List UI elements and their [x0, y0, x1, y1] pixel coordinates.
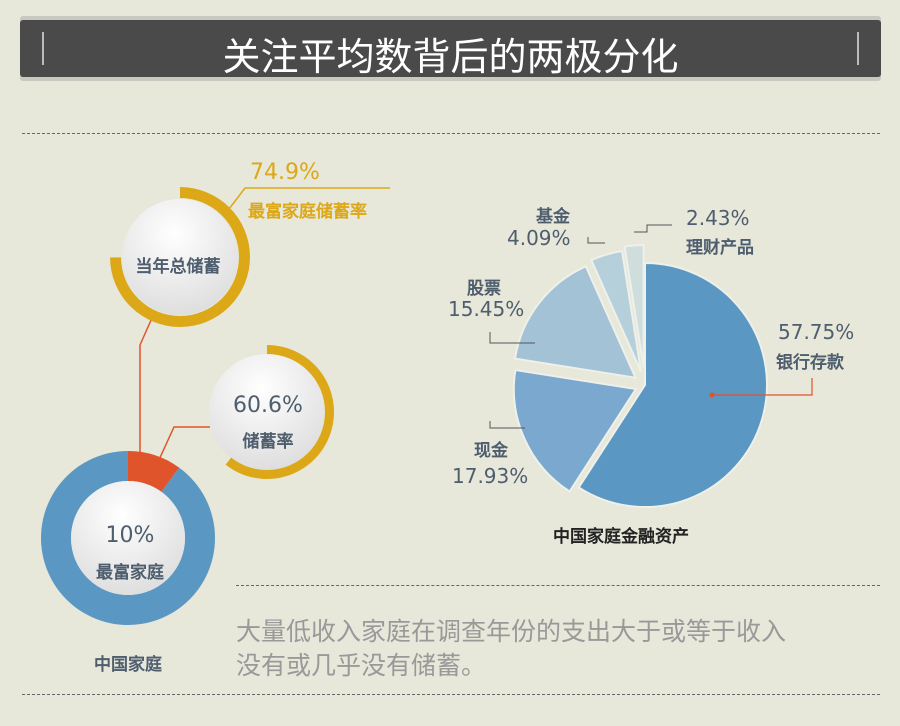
slice-label-name: 理财产品: [686, 238, 754, 258]
title-bar-decoration: [857, 32, 859, 65]
donut1-center-label: 当年总储蓄: [135, 257, 221, 277]
slice-label-value: 15.45%: [448, 297, 525, 321]
donut2-center: [209, 354, 325, 470]
title-bar-decoration: [42, 32, 44, 65]
slice-label-value: 4.09%: [507, 226, 571, 250]
slice-label-value: 57.75%: [778, 320, 855, 344]
slice-label-value: 17.93%: [452, 464, 529, 488]
donut3-segment: [41, 451, 216, 625]
title-bar: 关注平均数背后的两极分化: [20, 20, 881, 79]
leader-line: [489, 421, 525, 429]
leader-dot: [709, 392, 715, 398]
pie-title: 中国家庭金融资产: [553, 527, 689, 547]
donut2-center-label: 储蓄率: [242, 432, 294, 452]
leader-line: [587, 237, 605, 244]
slice-label-value: 2.43%: [686, 206, 750, 230]
donut1-annotation: 最富家庭储蓄率: [248, 202, 367, 222]
slice-label-name: 现金: [474, 441, 508, 461]
connector-line: [139, 317, 153, 460]
pie-slice: [513, 264, 638, 379]
footnote-line1: 大量低收入家庭在调查年份的支出大于或等于收入: [236, 617, 787, 646]
donut3-center: [71, 481, 185, 595]
slice-label-name: 银行存款: [776, 353, 844, 373]
donut3-center-label: 最富家庭: [96, 563, 164, 583]
leader-line: [489, 332, 535, 344]
leader-line: [712, 378, 813, 396]
pie-slice: [512, 368, 638, 493]
donut2-value: 60.6%: [233, 393, 303, 418]
donut3-segment: [128, 451, 180, 492]
donut1-value: 74.9%: [250, 160, 320, 185]
divider: [22, 694, 880, 695]
pie-slice: [623, 244, 645, 368]
page-title: 关注平均数背后的两极分化: [222, 35, 679, 79]
slice-label-name: 基金: [536, 207, 570, 227]
donut2-arc: [225, 345, 334, 480]
pie-slice: [590, 249, 643, 372]
slice-label-name: 股票: [467, 279, 501, 299]
footnote-line2: 没有或几乎没有储蓄。: [236, 651, 487, 680]
donut1-center: [122, 199, 238, 315]
connector-line: [157, 426, 210, 463]
divider: [22, 133, 880, 134]
connector-line: [228, 187, 390, 210]
pie-slice: [577, 261, 768, 508]
donut3-title: 中国家庭: [94, 655, 162, 675]
divider: [236, 585, 880, 586]
donut3-value: 10%: [105, 523, 155, 548]
leader-line: [634, 224, 672, 233]
